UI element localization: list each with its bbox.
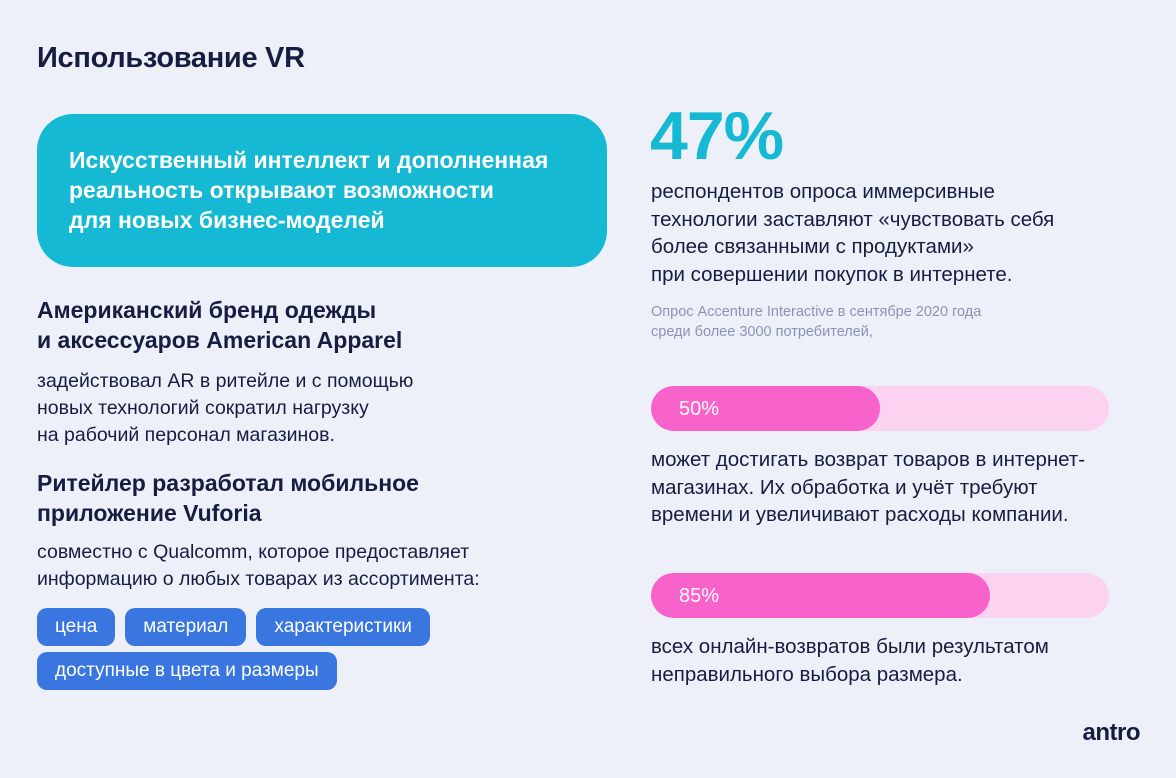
progress-bar-fill: 50% (651, 386, 880, 431)
brand-logo: antro (1082, 719, 1141, 746)
progress-bar-label: 85% (679, 584, 720, 607)
source-note: Опрос Accenture Interactive в сентябре 2… (651, 304, 982, 340)
highlight-card: Искусственный интеллект и дополненная ре… (37, 114, 607, 267)
progress-bar-returns: 50% (651, 386, 1109, 431)
progress-bar-size-returns: 85% (651, 573, 1109, 618)
progress-bar-label: 50% (679, 397, 720, 420)
tag-list: цена материал характеристики доступные в… (37, 608, 597, 690)
section-body-vuforia: совместно с Qualcomm, которое предоставл… (37, 541, 480, 590)
tag-pill-material: материал (125, 608, 247, 646)
progress-bar-fill: 85% (651, 573, 990, 618)
tag-pill-colors-sizes: доступные в цвета и размеры (37, 652, 337, 690)
tag-pill-price: цена (37, 608, 116, 646)
section-body-american-apparel: задействовал AR в ритейле и с помощью но… (37, 370, 414, 446)
progress-bar-returns-description: может достигать возврат товаров в интерн… (651, 448, 1086, 526)
section-heading-vuforia: Ритейлер разработал мобильное приложение… (37, 470, 419, 526)
page-title: Использование VR (37, 42, 305, 74)
big-stat-description: респондентов опроса иммерсивные технолог… (651, 180, 1055, 286)
tag-pill-specs: характеристики (256, 608, 430, 646)
section-heading-american-apparel: Американский бренд одежды и аксессуаров … (37, 297, 403, 353)
big-stat-value: 47% (650, 98, 784, 174)
progress-bar-size-returns-description: всех онлайн-возвратов были результатом н… (651, 635, 1049, 686)
